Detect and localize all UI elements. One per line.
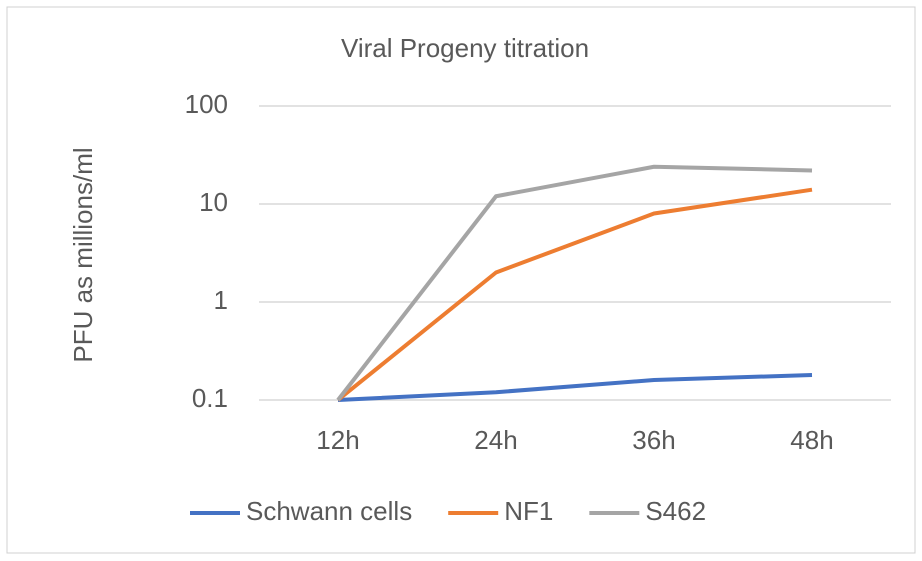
y-tick-label: 0.1 [192, 383, 228, 413]
x-tick-label: 48h [790, 425, 833, 455]
chart-border [6, 6, 916, 554]
y-axis-label: PFU as millions/ml [68, 147, 98, 362]
y-tick-label: 1 [214, 285, 228, 315]
y-tick-label: 100 [185, 89, 228, 119]
x-tick-label: 12h [316, 425, 359, 455]
x-tick-label: 36h [632, 425, 675, 455]
data-line [336, 164, 813, 402]
legend-label: NF1 [504, 496, 553, 526]
x-tick-label: 24h [474, 425, 517, 455]
data-line [336, 187, 813, 402]
y-tick-label: 10 [199, 187, 228, 217]
legend-label: Schwann cells [246, 496, 412, 526]
chart-title: Viral Progeny titration [341, 33, 589, 63]
legend-label: S462 [645, 496, 706, 526]
data-line [337, 372, 813, 402]
